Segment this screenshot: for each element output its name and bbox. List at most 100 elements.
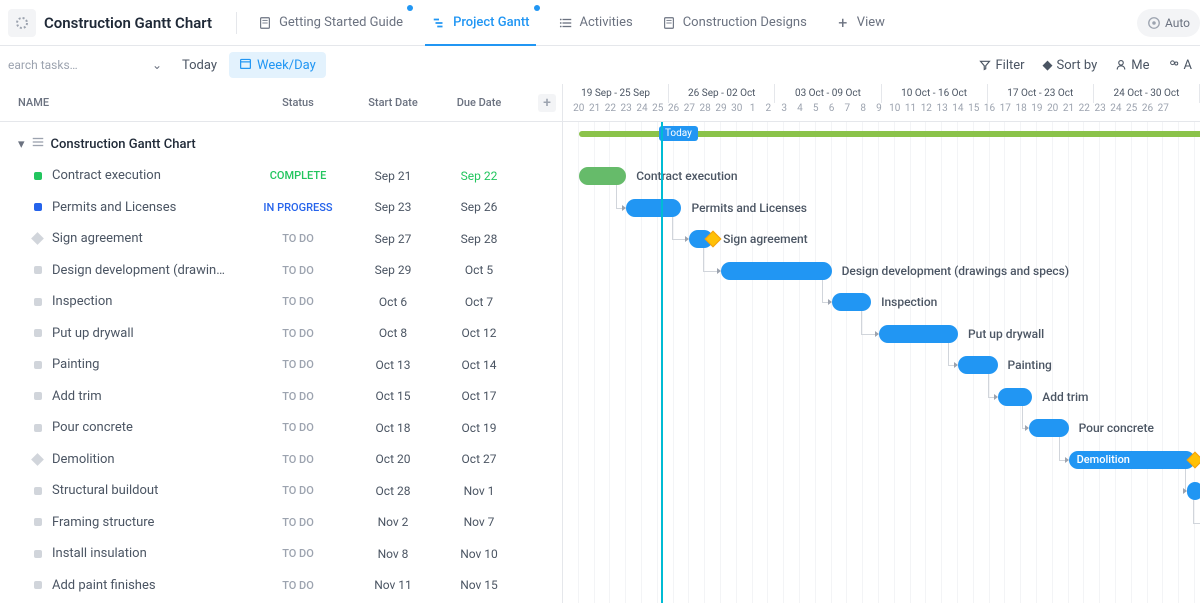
- column-status[interactable]: Status: [246, 96, 350, 109]
- timeline-week: 17 Oct - 23 Oct: [988, 84, 1094, 103]
- task-due-date: Oct 14: [436, 358, 522, 372]
- task-start-date: Oct 20: [350, 452, 436, 466]
- task-row[interactable]: Add trimTO DOOct 15Oct 17: [0, 381, 562, 413]
- weekday-toggle[interactable]: Week/Day: [229, 52, 326, 78]
- task-status: TO DO: [246, 232, 350, 245]
- task-name: Put up drywall: [52, 326, 134, 341]
- gantt-bar[interactable]: Painting: [958, 356, 998, 374]
- status-bullet: [34, 424, 42, 432]
- task-row[interactable]: Install insulationTO DONov 8Nov 10: [0, 538, 562, 570]
- task-due-date: Oct 7: [436, 295, 522, 309]
- gantt-bar[interactable]: Structural buildout: [1187, 482, 1200, 500]
- timeline-day: 27: [1155, 103, 1171, 122]
- tab-activities[interactable]: Activities: [544, 1, 647, 45]
- add-column-button[interactable]: +: [538, 94, 556, 112]
- gantt-bar[interactable]: Put up drywall: [879, 325, 958, 343]
- task-status: TO DO: [246, 484, 350, 497]
- timeline-day: 16: [982, 103, 998, 122]
- tab-getting-started-guide[interactable]: Getting Started Guide: [243, 1, 417, 45]
- task-due-date: Oct 27: [436, 452, 522, 466]
- sort-icon: ◆: [1043, 58, 1053, 73]
- gantt-bar[interactable]: Add trim: [998, 388, 1033, 406]
- gantt-bar[interactable]: Contract execution: [579, 167, 626, 185]
- task-row[interactable]: DemolitionTO DOOct 20Oct 27: [0, 444, 562, 476]
- task-row[interactable]: Structural buildoutTO DOOct 28Nov 1: [0, 475, 562, 507]
- timeline-day: 5: [808, 103, 824, 122]
- timeline-week: 26 Sep - 02 Oct: [669, 84, 775, 103]
- gantt-bar-label: Permits and Licenses: [691, 201, 807, 215]
- assignee-button[interactable]: A: [1168, 58, 1192, 73]
- me-button[interactable]: Me: [1115, 58, 1149, 73]
- timeline-day: 20: [571, 103, 587, 122]
- people-icon: [1168, 59, 1180, 71]
- gantt-bar[interactable]: Design development (drawings and specs): [721, 262, 832, 280]
- task-due-date: Sep 28: [436, 232, 522, 246]
- gantt-bar-label: Demolition: [1077, 453, 1130, 466]
- app-icon[interactable]: [8, 9, 36, 37]
- list-icon: [31, 135, 45, 153]
- tab-construction-designs[interactable]: Construction Designs: [647, 1, 821, 45]
- status-bullet: [34, 266, 42, 274]
- timeline-day: 25: [1124, 103, 1140, 122]
- gantt-panel[interactable]: 19 Sep - 25 Sep26 Sep - 02 Oct03 Oct - 0…: [563, 84, 1200, 603]
- task-row[interactable]: PaintingTO DOOct 13Oct 14: [0, 349, 562, 381]
- task-row[interactable]: Add paint finishesTO DONov 11Nov 15: [0, 570, 562, 602]
- sortby-button[interactable]: ◆ Sort by: [1043, 58, 1098, 73]
- task-name: Add trim: [52, 389, 102, 404]
- timeline-day: 9: [871, 103, 887, 122]
- timeline-week: 03 Oct - 09 Oct: [775, 84, 881, 103]
- tab-view[interactable]: +View: [821, 1, 899, 45]
- task-row[interactable]: Sign agreementTO DOSep 27Sep 28: [0, 223, 562, 255]
- task-row[interactable]: Framing structureTO DONov 2Nov 7: [0, 507, 562, 539]
- gantt-bar[interactable]: Pour concrete: [1029, 419, 1069, 437]
- gantt-bar[interactable]: Demolition: [1069, 451, 1195, 469]
- status-bullet: [34, 550, 42, 558]
- task-name: Framing structure: [52, 515, 154, 530]
- timeline-day: 21: [587, 103, 603, 122]
- plus-icon: +: [835, 15, 851, 31]
- timeline-day: 23: [618, 103, 634, 122]
- timeline-day: 23: [1092, 103, 1108, 122]
- column-name[interactable]: NAME: [0, 96, 246, 109]
- task-name: Structural buildout: [52, 483, 158, 498]
- timeline-week: 19 Sep - 25 Sep: [563, 84, 669, 103]
- task-name: Painting: [52, 357, 99, 372]
- timeline-day: 14: [950, 103, 966, 122]
- task-status: COMPLETE: [246, 169, 350, 182]
- task-row[interactable]: Put up drywallTO DOOct 8Oct 12: [0, 318, 562, 350]
- automation-button[interactable]: Auto: [1137, 9, 1200, 37]
- column-headers: NAME Status Start Date Due Date +: [0, 84, 562, 122]
- task-status: TO DO: [246, 516, 350, 529]
- column-start[interactable]: Start Date: [350, 96, 436, 109]
- timeline-day: 19: [1029, 103, 1045, 122]
- gantt-bar-label: Add trim: [1042, 390, 1088, 404]
- gantt-bar-label: Inspection: [881, 295, 937, 309]
- task-start-date: Sep 27: [350, 232, 436, 246]
- filter-button[interactable]: Filter: [979, 58, 1024, 73]
- timeline-day: 26: [666, 103, 682, 122]
- filter-icon: [979, 59, 991, 71]
- task-name: Permits and Licenses: [52, 200, 176, 215]
- task-row[interactable]: Pour concreteTO DOOct 18Oct 19: [0, 412, 562, 444]
- group-row[interactable]: ▾ Construction Gantt Chart: [0, 128, 562, 160]
- milestone-icon: [31, 453, 44, 466]
- gantt-icon: [431, 15, 447, 31]
- task-row[interactable]: InspectionTO DOOct 6Oct 7: [0, 286, 562, 318]
- task-row[interactable]: Contract executionCOMPLETESep 21Sep 22: [0, 160, 562, 192]
- timeline-day: 22: [1076, 103, 1092, 122]
- status-bullet: [34, 518, 42, 526]
- task-status: TO DO: [246, 390, 350, 403]
- gantt-bar[interactable]: Inspection: [832, 293, 872, 311]
- task-name: Add paint finishes: [52, 578, 156, 593]
- doc-icon: [661, 15, 677, 31]
- task-row[interactable]: Permits and LicensesIN PROGRESSSep 23Sep…: [0, 192, 562, 224]
- column-due[interactable]: Due Date: [436, 96, 522, 109]
- task-due-date: Oct 17: [436, 389, 522, 403]
- today-badge: Today: [659, 126, 698, 141]
- task-row[interactable]: Design development (drawings an…TO DOSep…: [0, 255, 562, 287]
- tab-project-gantt[interactable]: Project Gantt: [417, 1, 543, 45]
- today-button[interactable]: Today: [170, 58, 229, 73]
- gantt-bar[interactable]: Permits and Licenses: [626, 199, 681, 217]
- search-input[interactable]: earch tasks… ⌄: [0, 51, 170, 79]
- timeline-day: 10: [887, 103, 903, 122]
